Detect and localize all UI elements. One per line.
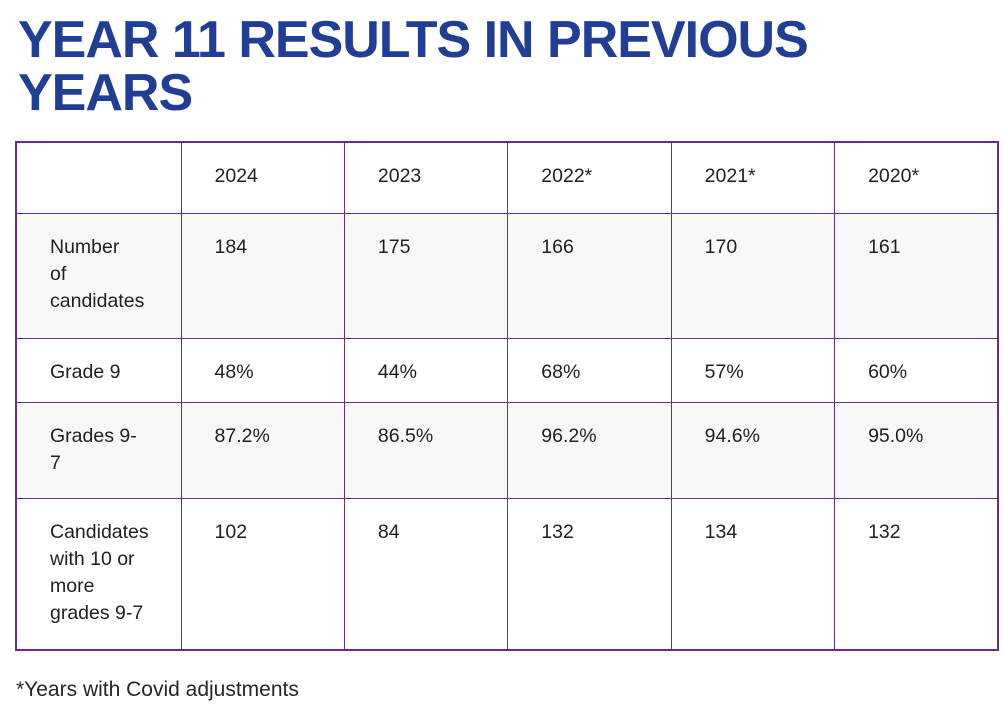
- table-cell: 68%: [507, 337, 672, 403]
- table-cell: 161: [834, 212, 999, 339]
- table-cell: 86.5%: [343, 401, 509, 499]
- table-cell: 96.2%: [507, 401, 672, 499]
- results-table: 2024 2023 2022* 2021* 2020* Number of ca…: [15, 141, 999, 651]
- table-cell: 48%: [180, 337, 345, 403]
- table-row-grades-9-7: Grades 9- 7 87.2% 86.5% 96.2% 94.6% 95.0…: [15, 401, 999, 499]
- table-cell: 134: [670, 497, 836, 651]
- table-cell: 84: [343, 497, 509, 651]
- table-cell: 87.2%: [180, 401, 345, 499]
- table-row-grade-9: Grade 9 48% 44% 68% 57% 60%: [15, 337, 999, 403]
- table-cell: 175: [343, 212, 509, 339]
- table-cell: 184: [180, 212, 345, 339]
- table-cell: 95.0%: [834, 401, 999, 499]
- table-row-candidates-10-or-more: Candidates with 10 or more grades 9-7 10…: [15, 497, 999, 651]
- table-header-row: 2024 2023 2022* 2021* 2020*: [15, 141, 999, 214]
- table-cell: 166: [507, 212, 672, 339]
- table-header-cell-2021: 2021*: [670, 141, 836, 214]
- table-row-number-of-candidates: Number of candidates 184 175 166 170 161: [15, 212, 999, 339]
- row-label: Number of candidates: [15, 212, 182, 339]
- row-label: Grade 9: [15, 337, 182, 403]
- table-cell: 60%: [834, 337, 999, 403]
- table-header-cell-blank: [15, 141, 182, 214]
- table-header-cell-2023: 2023: [343, 141, 509, 214]
- table-header-cell-2024: 2024: [180, 141, 345, 214]
- table-header-cell-2020: 2020*: [834, 141, 999, 214]
- table-cell: 132: [834, 497, 999, 651]
- table-cell: 170: [670, 212, 836, 339]
- page-title: YEAR 11 RESULTS IN PREVIOUS YEARS: [18, 11, 809, 122]
- row-label: Candidates with 10 or more grades 9-7: [15, 497, 182, 651]
- row-label: Grades 9- 7: [15, 401, 182, 499]
- footnote: *Years with Covid adjustments: [16, 678, 299, 701]
- table-cell: 57%: [670, 337, 836, 403]
- table-cell: 44%: [343, 337, 509, 403]
- table-cell: 102: [180, 497, 345, 651]
- table-cell: 94.6%: [670, 401, 836, 499]
- page: YEAR 11 RESULTS IN PREVIOUS YEARS 2024 2…: [15, 11, 999, 701]
- table-header-cell-2022: 2022*: [507, 141, 672, 214]
- table-cell: 132: [507, 497, 672, 651]
